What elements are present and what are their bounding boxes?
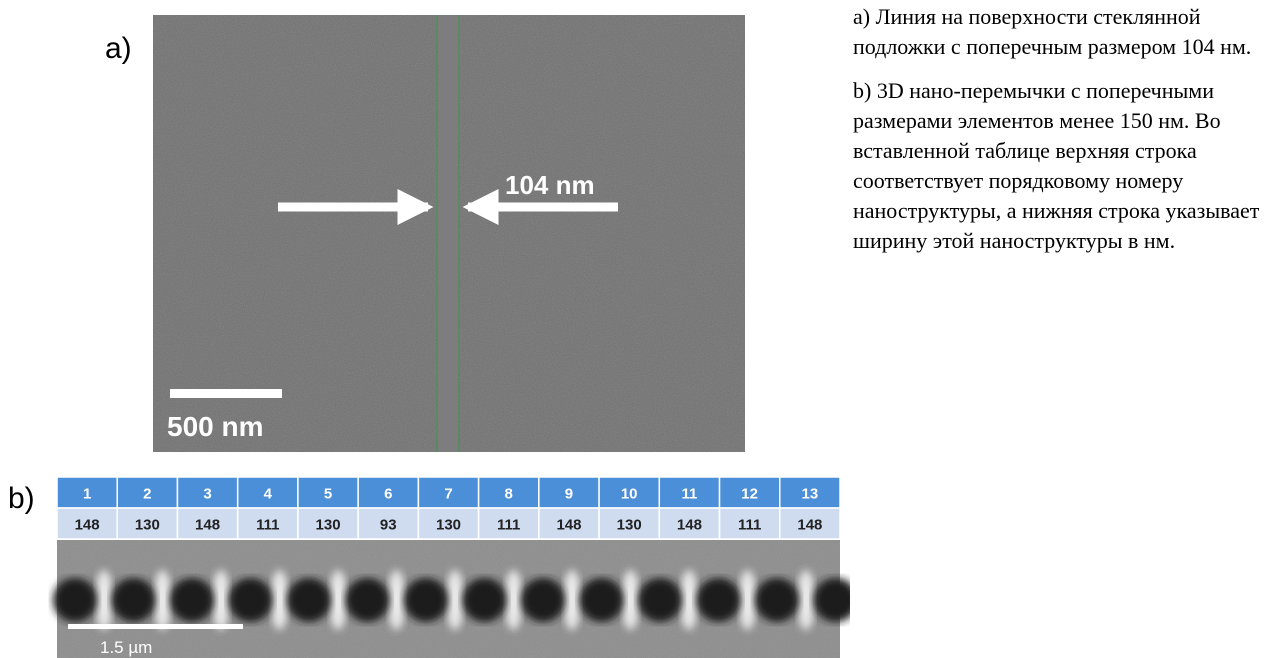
halo [680,570,698,630]
table-cell-text: 130 [617,517,642,534]
table-cell-text: 9 [565,486,573,503]
pore [521,578,565,622]
table-cell-text: 4 [264,486,273,503]
table-cell-text: 111 [738,517,761,534]
table-cell-text: 148 [195,517,220,534]
pore [112,578,156,622]
halo [388,570,406,630]
pore [463,578,507,622]
pore [53,578,97,622]
table-cell-text: 148 [677,517,702,534]
halo [212,570,230,630]
table-cell-text: 148 [556,517,581,534]
table-cell-text: 11 [681,486,697,503]
pore [697,578,741,622]
table-cell-text: 1 [83,486,91,503]
pore [346,578,390,622]
pore [755,578,799,622]
table-cell-text: 7 [444,486,452,503]
table-cell-text: 111 [497,517,520,534]
table-cell-text: 12 [741,486,758,503]
table-cell-text: 5 [324,486,332,503]
caption-paragraph: b) 3D нано-перемычки с поперечными разме… [853,76,1285,256]
table-cell-text: 130 [436,517,461,534]
halo [563,570,581,630]
halo [446,570,464,630]
caption-paragraph: a) Линия на поверхности стеклянной подло… [853,2,1285,62]
table-cell-text: 13 [802,486,819,503]
sem-image-b [53,540,850,658]
page: a) 104 nm 500 nm b) 12345678910111213148… [0,0,1288,658]
pore [404,578,448,622]
halo [329,570,347,630]
pore [580,578,624,622]
table-cell-text: 10 [621,486,638,503]
table-cell-text: 8 [505,486,513,503]
halo [505,570,523,630]
table-cell-text: 2 [143,486,151,503]
panel-label: b) [8,482,35,515]
width-label: 104 nm [505,170,595,200]
pore [638,578,682,622]
halo [154,570,172,630]
table-cell-text: 3 [203,486,211,503]
pore [287,578,331,622]
pore [170,578,214,622]
scale-label: 500 nm [167,411,264,442]
halo [95,570,113,630]
panel-label: a) [105,32,132,65]
table-cell-text: 6 [384,486,392,503]
table-cell-text: 130 [135,517,160,534]
halo [797,570,815,630]
table-cell-text: 130 [316,517,341,534]
halo [271,570,289,630]
table-cell-text: 111 [256,517,279,534]
sem-image-a [153,15,745,452]
table-cell-text: 148 [75,517,100,534]
halo [739,570,757,630]
table-cell-text: 93 [380,517,397,534]
caption: a) Линия на поверхности стеклянной подло… [853,2,1285,270]
pore [229,578,273,622]
scale-label: 1.5 µm [100,638,152,657]
halo [622,570,640,630]
table-cell-text: 148 [797,517,822,534]
